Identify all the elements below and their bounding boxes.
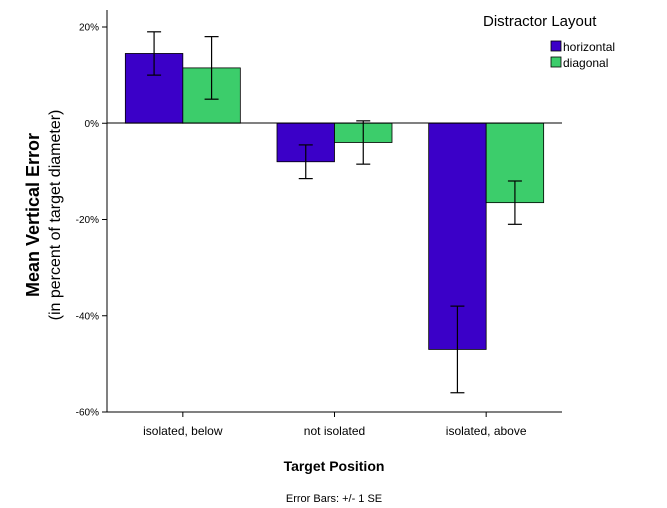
x-tick-label: isolated, below — [143, 424, 223, 438]
y-tick-label: 0% — [85, 119, 100, 130]
y-axis-title: Mean Vertical Error — [23, 133, 43, 297]
footnote: Error Bars: +/- 1 SE — [286, 493, 382, 505]
legend-title: Distractor Layout — [483, 13, 597, 30]
legend-swatch-diagonal — [550, 56, 562, 68]
legend-label-horizontal: horizontal — [563, 40, 615, 54]
x-ticks: isolated, below not isolated isolated, abo… — [143, 412, 527, 438]
y-tick-label: -60% — [76, 408, 99, 419]
y-axis-subtitle: (in percent of target diameter) — [47, 110, 64, 321]
y-tick-label: 20% — [79, 23, 99, 34]
y-axis-title-group: Mean Vertical Error — [23, 133, 43, 297]
bars-layer — [124, 53, 545, 350]
y-tick-label: -40% — [76, 311, 99, 322]
legend-label-diagonal: diagonal — [563, 56, 608, 70]
y-axis-subtitle-group: (in percent of target diameter) — [47, 110, 64, 321]
error-bars-layer — [147, 31, 522, 394]
legend: Distractor Layout horizontal diagonal — [483, 13, 615, 70]
x-tick-label: isolated, above — [446, 424, 527, 438]
y-ticks: 20% 0% -20% -40% -60% — [76, 23, 107, 419]
x-tick-label: not isolated — [304, 424, 365, 438]
legend-swatch-horizontal — [550, 40, 562, 52]
y-tick-label: -20% — [76, 215, 99, 226]
x-axis-title: Target Position — [284, 458, 385, 474]
